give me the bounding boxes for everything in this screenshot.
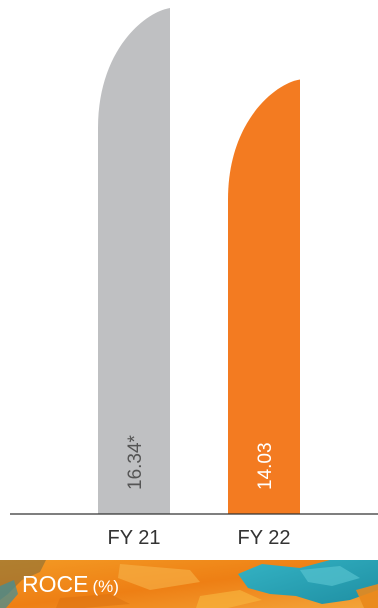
bar-fy-21 [98, 8, 170, 514]
chart-title-text: ROCE [22, 571, 89, 597]
chart-unit-text: (%) [92, 577, 119, 596]
chart-title-banner: ROCE (%) [0, 560, 378, 608]
data-label: 16.34* [125, 434, 146, 490]
x-tick-label: FY 22 [238, 527, 291, 549]
x-tick-label: FY 21 [108, 527, 161, 549]
x-tick-labels: FY 21 FY 22 [108, 527, 291, 549]
bar-chart: 16.34* 14.03 FY 21 FY 22 [10, 8, 378, 549]
bar-fy-22 [228, 79, 300, 514]
bars-group: 16.34* 14.03 [98, 8, 300, 514]
painted-texture-background [0, 560, 378, 608]
data-label: 14.03 [255, 442, 276, 490]
chart-title: ROCE (%) [22, 570, 119, 601]
